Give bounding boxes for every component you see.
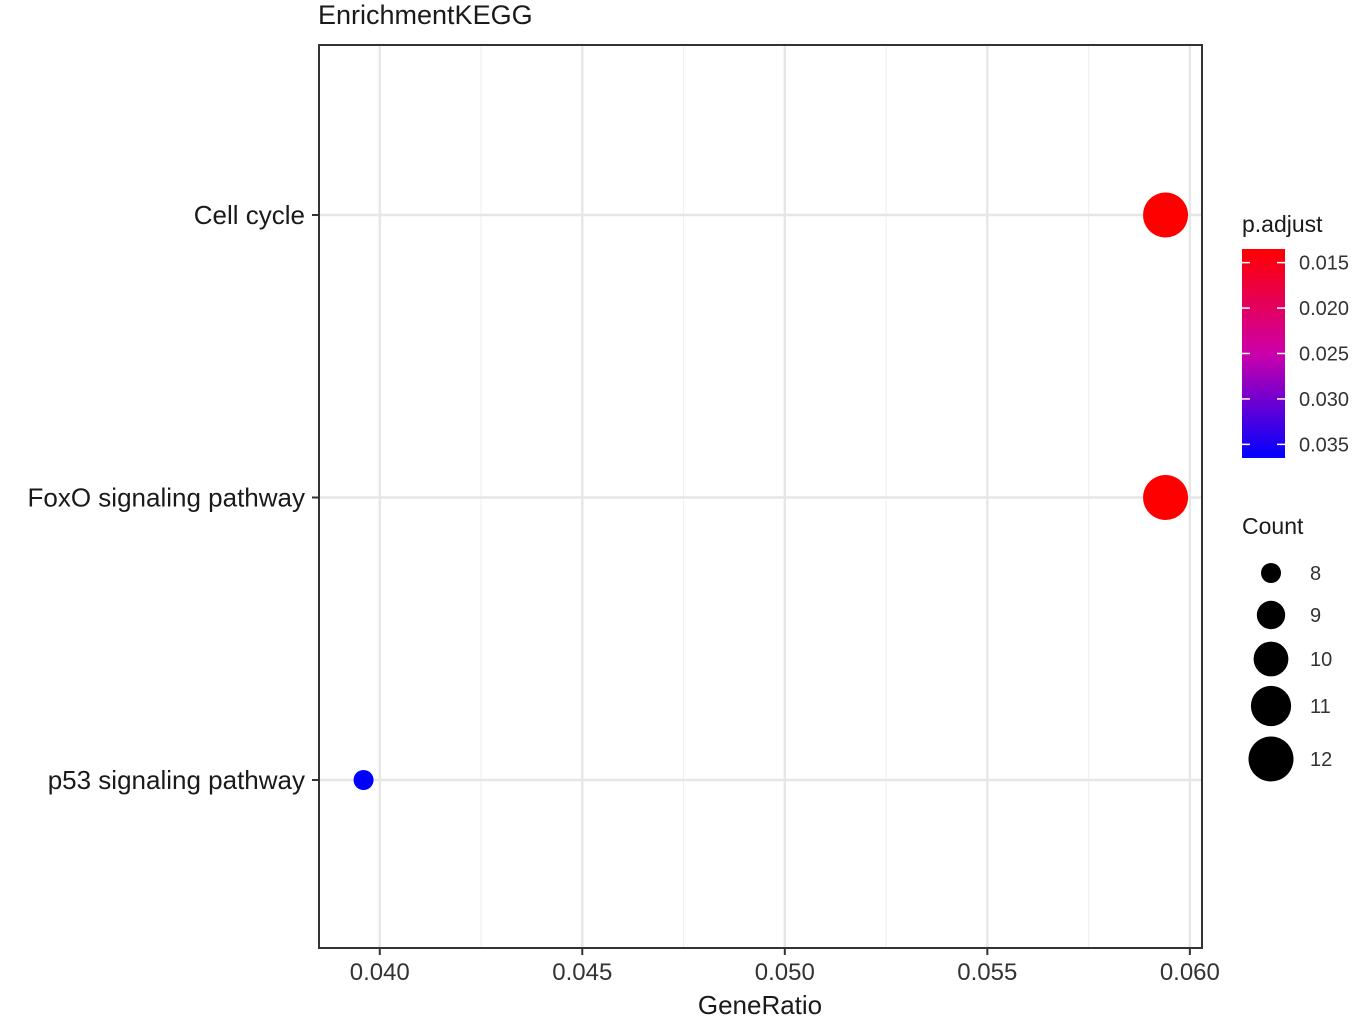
x-tick-label: 0.060 xyxy=(1160,959,1220,986)
color-legend-label: 0.025 xyxy=(1299,344,1349,366)
data-point xyxy=(353,770,374,790)
y-category-label: Cell cycle xyxy=(194,200,305,230)
data-point xyxy=(1143,192,1189,238)
x-tick-label: 0.045 xyxy=(552,959,612,986)
chart-title: EnrichmentKEGG xyxy=(318,0,533,30)
size-legend-key xyxy=(1248,736,1294,782)
x-tick-label: 0.050 xyxy=(755,959,815,986)
size-legend-key xyxy=(1250,685,1292,727)
color-legend: p.adjust 0.015 0.020 0.025 0.030 0.035 xyxy=(1242,211,1349,458)
size-legend-key xyxy=(1253,641,1289,677)
size-legend: Count 8 9 10 11 12 xyxy=(1242,513,1332,782)
x-tick-label: 0.055 xyxy=(957,959,1017,986)
color-legend-label: 0.035 xyxy=(1299,434,1349,456)
size-legend-label: 12 xyxy=(1310,749,1332,771)
color-legend-label: 0.015 xyxy=(1299,253,1349,275)
size-legend-label: 9 xyxy=(1310,605,1321,627)
x-tick-label: 0.040 xyxy=(350,959,410,986)
size-legend-key xyxy=(1256,600,1286,630)
size-legend-label: 10 xyxy=(1310,649,1332,671)
color-legend-label: 0.020 xyxy=(1299,298,1349,320)
y-axis: p53 signaling pathway FoxO signaling path… xyxy=(28,200,319,795)
x-axis-title: GeneRatio xyxy=(698,990,822,1019)
size-legend-title: Count xyxy=(1242,513,1304,539)
major-gridlines xyxy=(319,45,1202,948)
color-legend-label: 0.030 xyxy=(1299,389,1349,411)
y-category-label: FoxO signaling pathway xyxy=(28,483,305,513)
size-legend-label: 8 xyxy=(1310,563,1321,585)
data-point xyxy=(1143,475,1189,520)
size-legend-key xyxy=(1261,563,1281,583)
size-legend-label: 11 xyxy=(1310,696,1331,718)
y-category-label: p53 signaling pathway xyxy=(48,765,305,795)
data-points xyxy=(353,192,1189,790)
color-legend-title: p.adjust xyxy=(1242,211,1323,237)
x-axis: 0.040 0.045 0.050 0.055 0.060 xyxy=(350,948,1220,986)
